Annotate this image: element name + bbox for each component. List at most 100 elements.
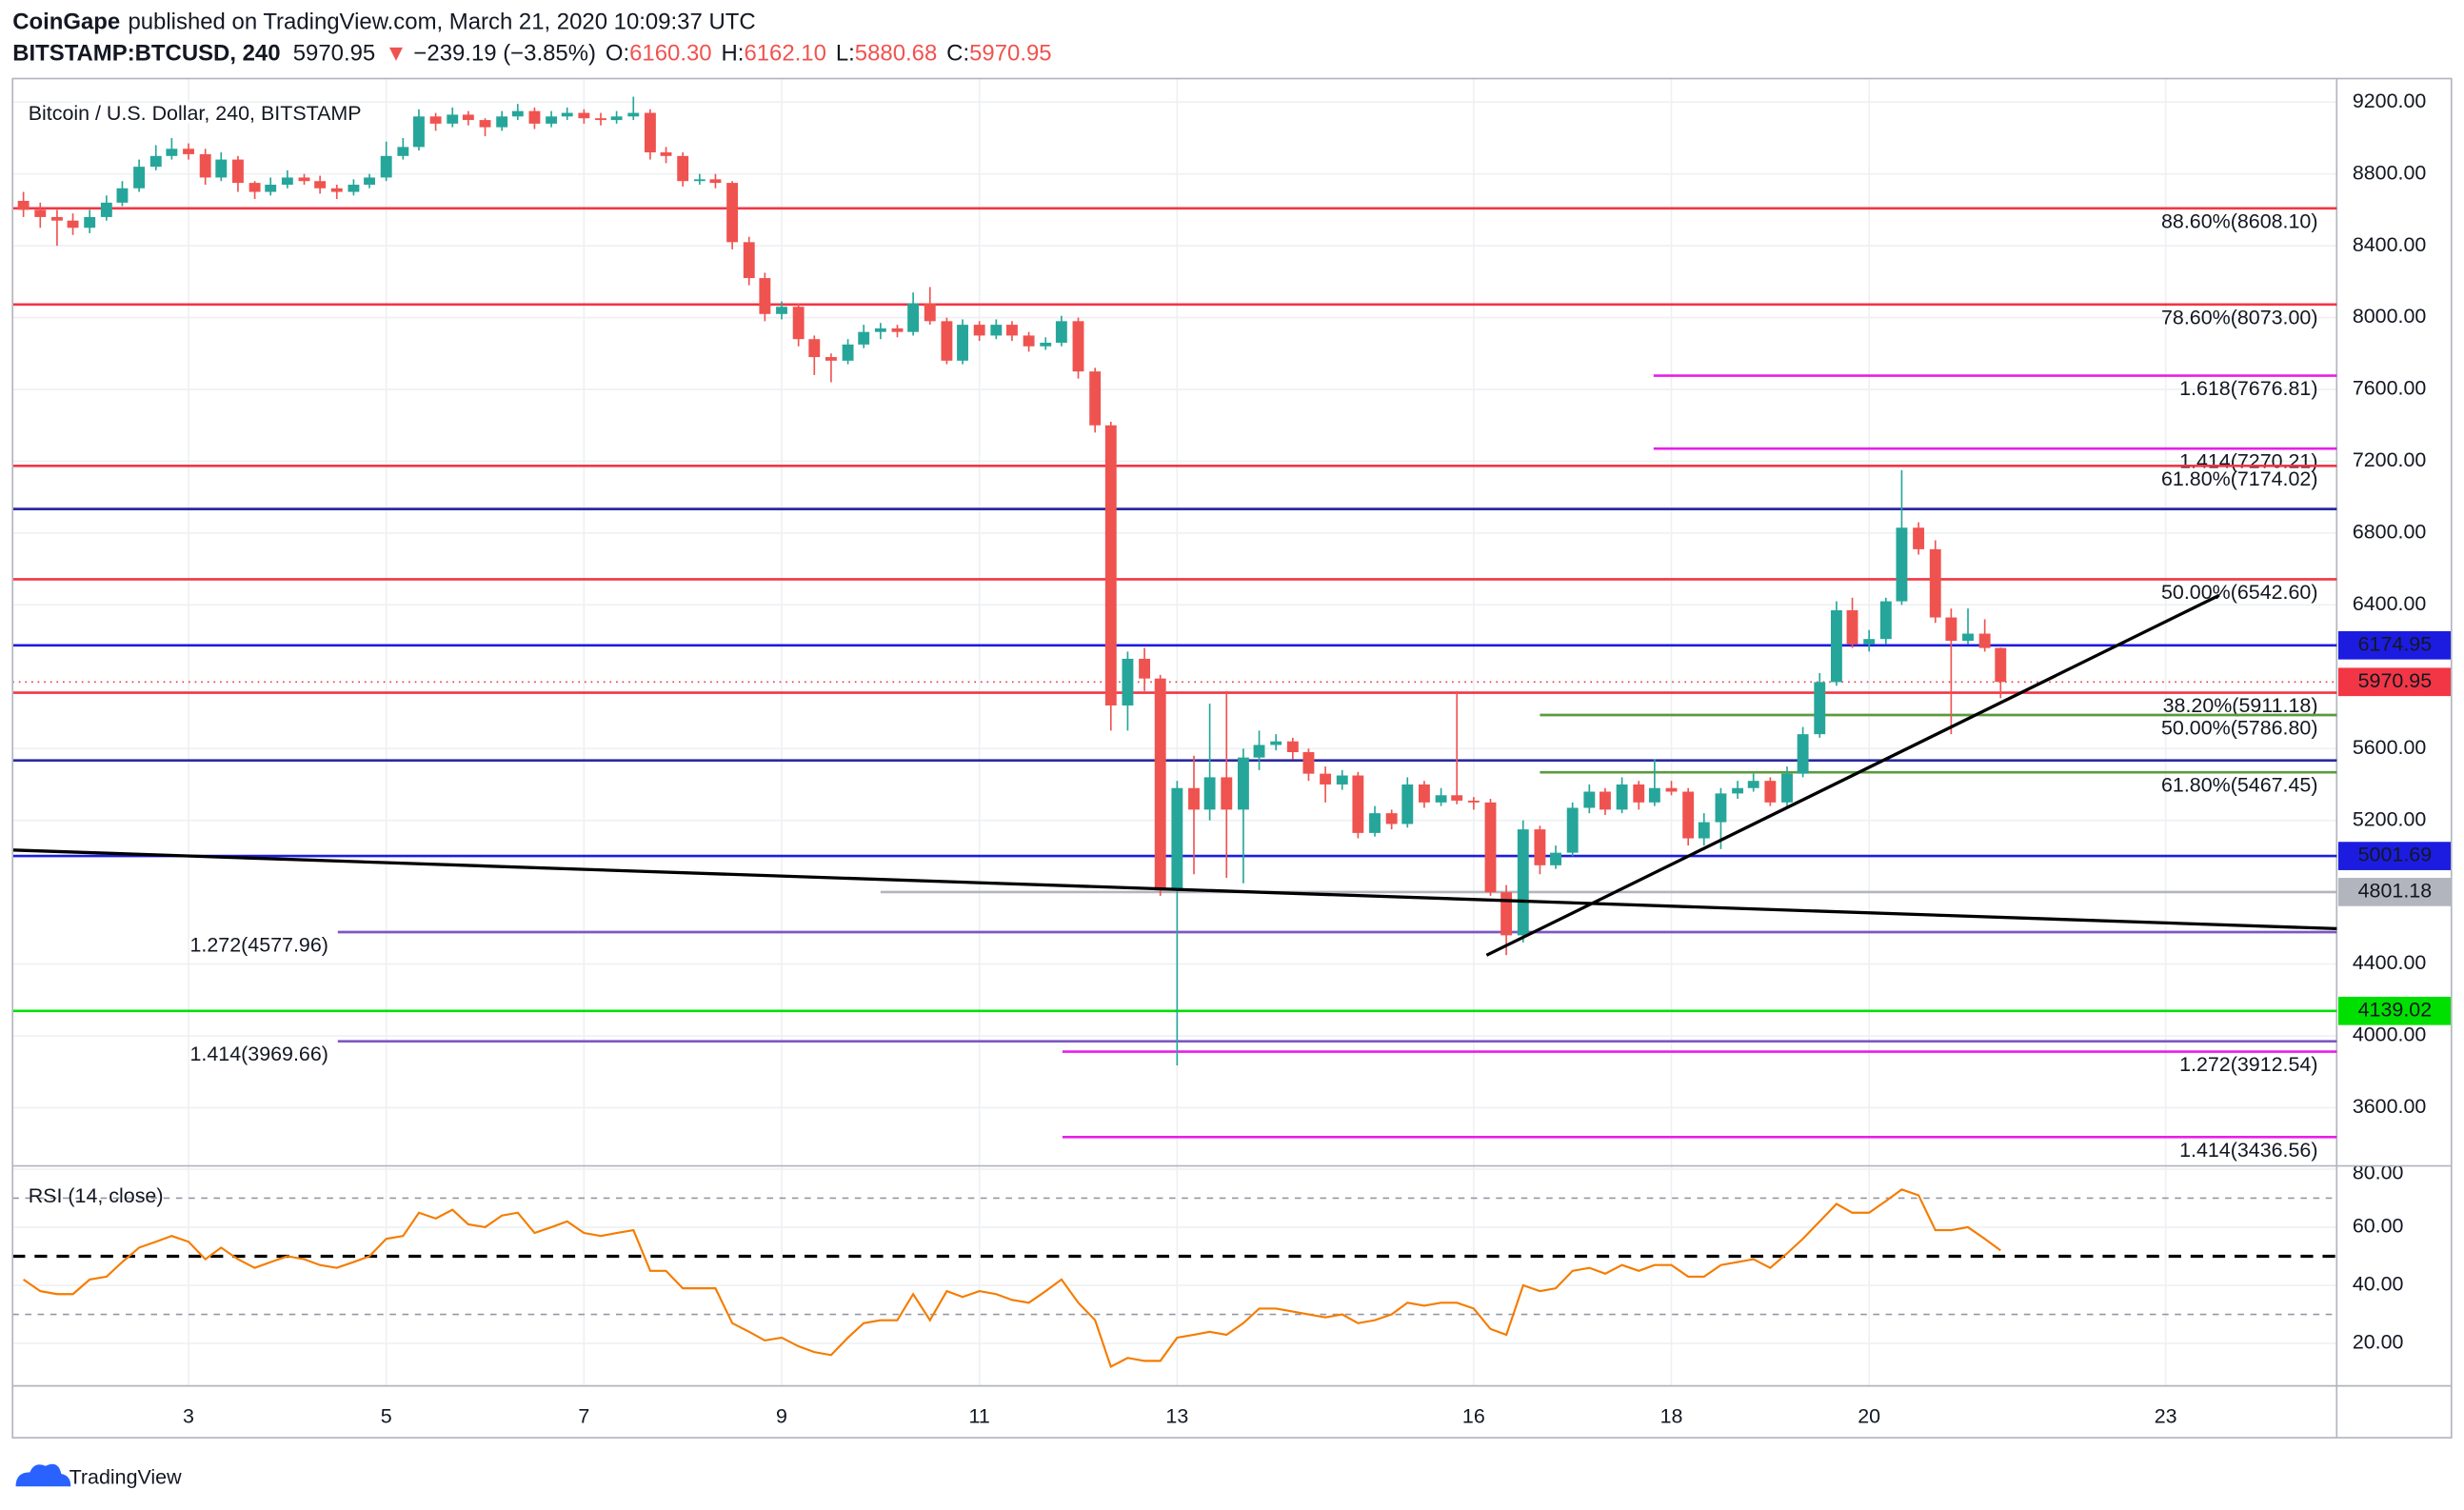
candle-body	[973, 325, 985, 336]
chart-title: Bitcoin / U.S. Dollar, 240, BITSTAMP	[29, 102, 362, 125]
candle-body	[644, 112, 656, 153]
candle-body	[1122, 658, 1134, 705]
candle-body	[17, 200, 30, 210]
published: published on TradingView.com, March 21, …	[128, 10, 755, 35]
candle-body	[1089, 371, 1102, 426]
y-tick-label: 8000.00	[2353, 305, 2427, 328]
level-label: 61.80%(7174.02)	[2161, 467, 2317, 490]
candle-body	[397, 147, 409, 156]
level-label: 1.414(7270.21)	[2179, 450, 2317, 473]
y-tick-label: 7200.00	[2353, 448, 2427, 471]
candle-body	[726, 183, 739, 243]
close-label: C:	[946, 41, 969, 67]
y-tick-label: 6800.00	[2353, 521, 2427, 544]
candle-body	[1913, 527, 1925, 549]
price-label: 5001.69	[2358, 844, 2433, 866]
candle-body	[1336, 775, 1348, 785]
candle-body	[825, 357, 837, 361]
brand-logo	[15, 1463, 71, 1487]
candle-body	[1550, 852, 1561, 865]
candle-body	[1945, 617, 1957, 642]
price-label-box	[2337, 667, 2452, 697]
candle-body	[199, 153, 211, 178]
candle-body	[1995, 647, 2007, 683]
candle-body	[1896, 527, 1908, 602]
y-tick-label: 8800.00	[2353, 161, 2427, 184]
y-tick-label: 5600.00	[2353, 736, 2427, 759]
candle-body	[842, 344, 854, 361]
candle-body	[265, 184, 277, 192]
candle-body	[1665, 787, 1678, 792]
candle-body	[1188, 787, 1200, 810]
price-label-box	[2337, 996, 2452, 1025]
price-label-box	[2337, 878, 2452, 906]
candle-body	[957, 325, 968, 361]
candle-body	[84, 216, 96, 228]
candle-body	[759, 278, 771, 314]
x-tick-label: 23	[2155, 1404, 2177, 1427]
candle-body	[1369, 813, 1381, 833]
candle-body	[1583, 791, 1596, 808]
candle-body	[1221, 777, 1233, 810]
candle-body	[1616, 784, 1628, 810]
candle-body	[660, 152, 672, 156]
y-tick-label: 7600.00	[2353, 377, 2427, 400]
candle-body	[1006, 325, 1018, 336]
change-arrow: ▼	[385, 41, 407, 67]
candle-body	[429, 116, 442, 124]
level-label: 1.414(3969.66)	[189, 1043, 328, 1065]
candle-body	[1534, 829, 1546, 865]
close-value: 5970.95	[969, 41, 1051, 67]
candle-body	[133, 167, 146, 189]
y-tick-label: 6400.00	[2353, 592, 2427, 615]
candle-body	[1154, 678, 1166, 891]
x-tick-label: 11	[969, 1404, 990, 1427]
candle-body	[743, 242, 755, 279]
candle-body	[1484, 802, 1497, 893]
candle-body	[1846, 610, 1858, 645]
candle-body	[1633, 784, 1645, 803]
candle-body	[1962, 633, 1974, 642]
candle-body	[1764, 781, 1777, 803]
candle-body	[1139, 658, 1151, 679]
candle-body	[166, 149, 178, 156]
candle-body	[1797, 734, 1809, 774]
last-price: 5970.95	[293, 41, 375, 67]
price-label: 6174.95	[2358, 632, 2433, 655]
brand: TradingView	[70, 1466, 182, 1489]
candle-body	[479, 120, 491, 128]
candle-body	[67, 220, 79, 228]
candle-body	[248, 183, 261, 192]
level-label: 1.414(3436.56)	[2179, 1139, 2317, 1162]
y-tick-label: 8400.00	[2353, 233, 2427, 256]
candle-body	[183, 149, 194, 154]
publisher: CoinGape	[12, 10, 120, 35]
level-label: 50.00%(6542.60)	[2161, 581, 2317, 604]
level-label: 88.60%(8608.10)	[2161, 209, 2317, 232]
candle-body	[776, 307, 787, 314]
frame	[11, 77, 2453, 1439]
candle-body	[1171, 787, 1183, 891]
level-label: 78.60%(8073.00)	[2161, 306, 2317, 328]
candle-body	[380, 155, 392, 178]
candle-body	[364, 177, 375, 185]
candle-body	[281, 177, 293, 185]
low-label: L:	[836, 41, 855, 67]
candle-body	[1418, 784, 1430, 803]
y-tick-label: 4400.00	[2353, 951, 2427, 974]
candle-body	[693, 179, 705, 182]
candle-body	[1648, 787, 1660, 803]
candle-body	[511, 110, 524, 117]
candle-body	[546, 116, 558, 124]
candle-body	[709, 179, 722, 184]
price-label: 4801.18	[2358, 880, 2433, 903]
level-label: 1.272(4577.96)	[189, 934, 328, 957]
candle-body	[50, 216, 63, 221]
trend-line	[12, 848, 2337, 931]
candle-body	[941, 321, 953, 361]
candle-body	[298, 177, 310, 182]
trend-line	[1485, 593, 2220, 957]
